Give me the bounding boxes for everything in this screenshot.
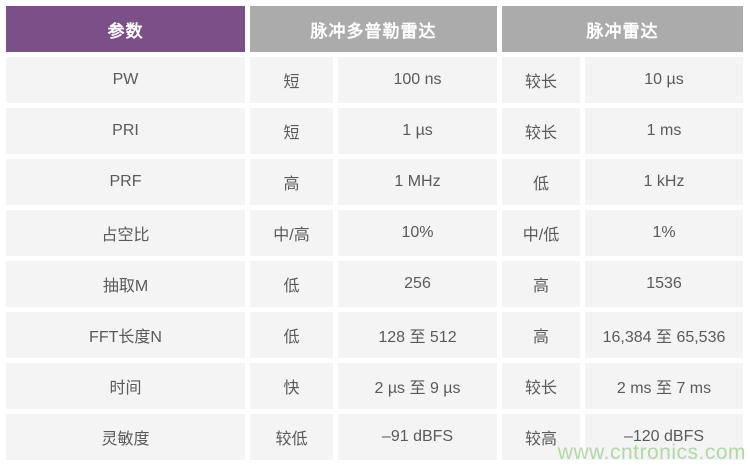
param-cell: PRF [6,159,245,205]
header-parameter: 参数 [6,6,245,52]
pd-value-cell: 256 [338,261,497,307]
pd-value-cell: 1 µs [338,108,497,154]
watermark: www.cntronics.com [557,441,746,464]
pd-level-cell: 短 [250,108,333,154]
p-value-cell: 1% [585,210,743,256]
p-level-cell: 较长 [502,108,580,154]
pd-level-cell: 低 [250,261,333,307]
param-cell: 时间 [6,363,245,409]
param-cell: PW [6,57,245,103]
p-value-cell: 2 ms 至 7 ms [585,363,743,409]
pd-value-cell: 2 µs 至 9 µs [338,363,497,409]
pd-value-cell: 1 MHz [338,159,497,205]
pd-level-cell: 较低 [250,414,333,460]
p-level-cell: 较高 [502,414,580,460]
p-value-cell: 1 kHz [585,159,743,205]
p-value-cell: 10 µs [585,57,743,103]
header-pulse-radar: 脉冲雷达 [502,6,743,52]
param-cell: PRI [6,108,245,154]
param-cell: FFT长度N [6,312,245,358]
pd-value-cell: 10% [338,210,497,256]
p-level-cell: 低 [502,159,580,205]
p-value-cell: 1536 [585,261,743,307]
pd-level-cell: 中/高 [250,210,333,256]
pd-level-cell: 短 [250,57,333,103]
pd-level-cell: 快 [250,363,333,409]
p-level-cell: 高 [502,312,580,358]
p-level-cell: 高 [502,261,580,307]
p-value-cell: 16,384 至 65,536 [585,312,743,358]
p-level-cell: 中/低 [502,210,580,256]
pd-level-cell: 高 [250,159,333,205]
param-cell: 占空比 [6,210,245,256]
p-value-cell: 1 ms [585,108,743,154]
header-pulse-doppler-radar: 脉冲多普勒雷达 [250,6,497,52]
pd-value-cell: 128 至 512 [338,312,497,358]
p-level-cell: 较长 [502,57,580,103]
p-level-cell: 较长 [502,363,580,409]
param-cell: 灵敏度 [6,414,245,460]
radar-comparison-table: 参数 脉冲多普勒雷达 脉冲雷达 PW 短 100 ns 较长 10 µs PRI… [6,6,743,460]
pd-level-cell: 低 [250,312,333,358]
param-cell: 抽取M [6,261,245,307]
pd-value-cell: 100 ns [338,57,497,103]
p-value-cell: –120 dBFS [585,414,743,460]
pd-value-cell: –91 dBFS [338,414,497,460]
